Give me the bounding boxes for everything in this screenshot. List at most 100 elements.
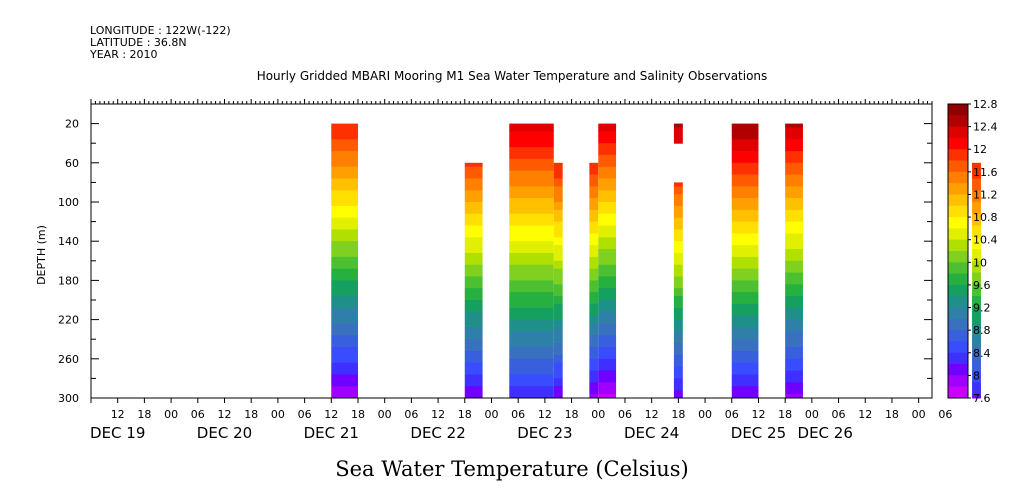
data-cell: [331, 245, 358, 250]
data-cell: [731, 311, 759, 317]
data-cell: [673, 252, 683, 258]
data-cell: [731, 252, 759, 258]
data-cell: [598, 225, 617, 230]
data-cell: [972, 382, 981, 387]
data-cell: [464, 382, 483, 387]
data-cell: [589, 319, 599, 325]
data-cell: [331, 264, 358, 270]
data-cell: [972, 174, 981, 179]
data-cell: [598, 135, 617, 140]
data-cell: [731, 378, 759, 383]
data-cell: [972, 331, 981, 336]
data-cell: [331, 178, 358, 183]
plot-frame: [90, 103, 933, 399]
data-cell: [673, 323, 683, 328]
data-cell: [509, 319, 554, 325]
data-cell: [464, 300, 483, 305]
data-cell: [731, 280, 759, 285]
data-cell: [731, 350, 759, 356]
data-cell: [553, 182, 563, 187]
data-cell: [589, 378, 599, 383]
data-cell: [589, 339, 599, 344]
data-cell: [673, 366, 683, 372]
data-cell: [673, 202, 683, 207]
data-cell: [785, 343, 803, 348]
data-cell: [331, 343, 358, 348]
data-cell: [785, 178, 803, 183]
data-cell: [589, 241, 599, 246]
data-cell: [553, 237, 563, 242]
data-cell: [972, 229, 981, 234]
data-cell: [331, 186, 358, 191]
data-cell: [331, 162, 358, 168]
data-cell: [598, 319, 617, 325]
data-cell: [553, 323, 563, 328]
data-cell: [331, 209, 358, 215]
data-cell: [972, 311, 981, 317]
data-cell: [589, 233, 599, 238]
data-cell: [553, 276, 563, 281]
colorbar-segment: [948, 251, 968, 263]
data-cell: [972, 366, 981, 372]
data-cell: [553, 284, 563, 289]
colorbar-label: 9.2: [973, 302, 991, 315]
data-cell: [553, 178, 563, 183]
data-cell: [331, 260, 358, 266]
data-cell: [598, 303, 617, 309]
data-cell: [598, 158, 617, 164]
data-cell: [972, 303, 981, 309]
x-tick-label: 00: [164, 408, 178, 421]
x-tick-label: 12: [111, 408, 125, 421]
data-cell: [972, 323, 981, 328]
data-cell: [598, 311, 617, 317]
data-cell: [731, 327, 759, 332]
data-cell: [598, 323, 617, 328]
chart-title: Hourly Gridded MBARI Mooring M1 Sea Wate…: [257, 69, 768, 83]
data-cell: [785, 190, 803, 195]
colorbar-label: 10.4: [973, 234, 998, 247]
data-cell: [464, 194, 483, 199]
data-cell: [464, 276, 483, 281]
data-cell: [464, 256, 483, 262]
x-tick-label: 00: [591, 408, 605, 421]
data-cell: [589, 327, 599, 332]
data-cell: [509, 209, 554, 215]
data-cell: [673, 327, 683, 332]
data-cell: [553, 241, 563, 246]
data-cell: [598, 327, 617, 332]
data-cell: [731, 249, 759, 254]
data-cell: [785, 358, 803, 364]
data-cell: [509, 323, 554, 328]
data-cell: [785, 252, 803, 258]
data-cell: [464, 237, 483, 242]
data-cell: [509, 221, 554, 227]
data-cell: [509, 233, 554, 238]
x-tick-label: 18: [458, 408, 472, 421]
data-cell: [972, 327, 981, 332]
data-cell: [673, 127, 683, 132]
data-cell: [509, 166, 554, 172]
x-day-label: DEC 25: [731, 424, 786, 442]
data-cell: [972, 166, 981, 172]
data-cell: [553, 319, 563, 325]
data-cell: [785, 249, 803, 254]
data-cell: [785, 303, 803, 309]
x-tick-label: 06: [298, 408, 312, 421]
data-cell: [509, 162, 554, 168]
colorbar-segment: [948, 318, 968, 331]
x-tick-label: 12: [751, 408, 765, 421]
data-cell: [673, 233, 683, 238]
data-cell: [785, 323, 803, 328]
data-cell: [972, 182, 981, 187]
data-cell: [464, 182, 483, 187]
colorbar-frame: [947, 103, 969, 399]
data-cell: [509, 237, 554, 242]
data-cell: [598, 154, 617, 160]
data-cell: [589, 264, 599, 270]
data-cell: [589, 213, 599, 219]
data-cell: [972, 233, 981, 238]
data-cell: [673, 350, 683, 356]
data-cell: [509, 284, 554, 289]
data-cell: [464, 264, 483, 270]
data-cell: [464, 284, 483, 289]
